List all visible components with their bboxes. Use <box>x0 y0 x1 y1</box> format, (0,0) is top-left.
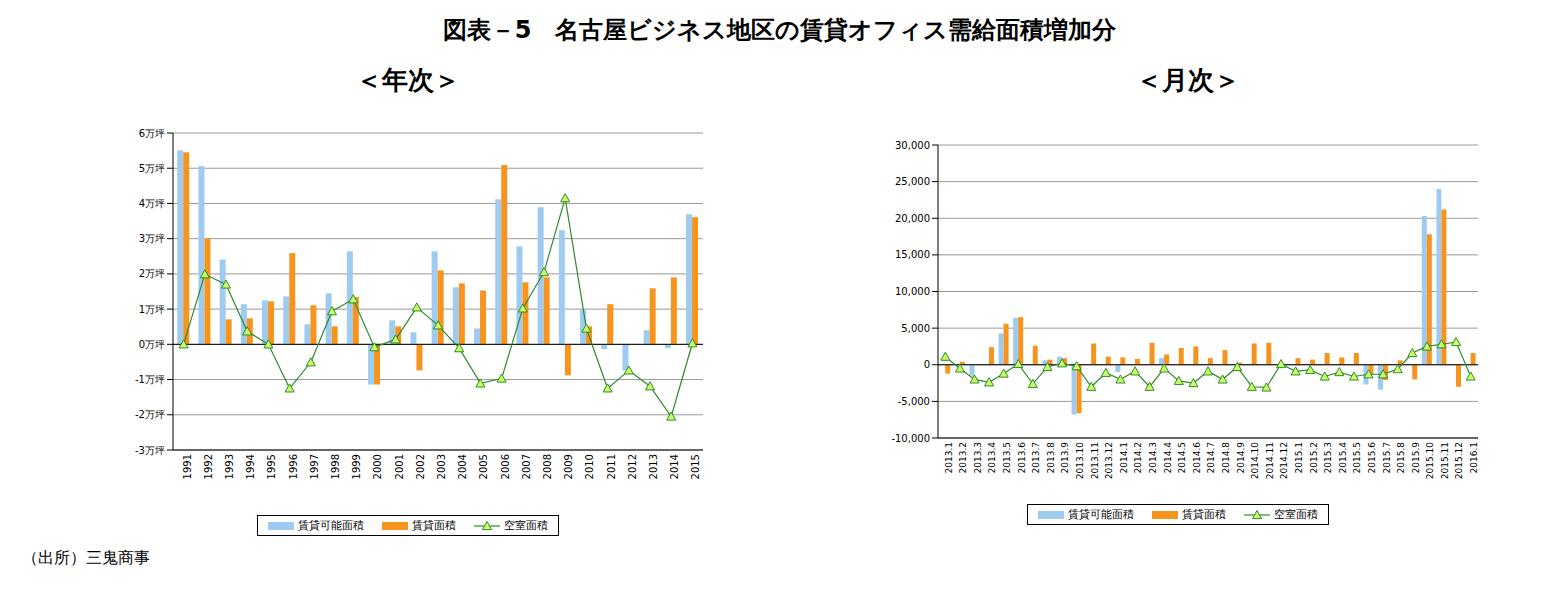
html-text:賃貸面積: 賃貸面積 <box>412 519 456 532</box>
svg-text:2014.12: 2014.12 <box>1279 442 1289 479</box>
svg-text:2014.11: 2014.11 <box>1265 442 1275 479</box>
svg-text:2009: 2009 <box>563 454 574 479</box>
svg-text:-5,000: -5,000 <box>898 396 930 407</box>
svg-text:30,000: 30,000 <box>895 140 930 151</box>
svg-text:2004: 2004 <box>457 454 468 479</box>
svg-text:2013.8: 2013.8 <box>1046 442 1056 474</box>
svg-text:25,000: 25,000 <box>895 176 930 187</box>
svg-text:2015.4: 2015.4 <box>1338 442 1348 474</box>
svg-text:2013.3: 2013.3 <box>973 442 983 474</box>
html-text:＜月次＞: ＜月次＞ <box>1136 65 1240 95</box>
svg-text:2000: 2000 <box>373 454 384 479</box>
svg-text:2016.1: 2016.1 <box>1469 442 1479 474</box>
svg-text:2013.2: 2013.2 <box>958 442 968 474</box>
svg-text:2013.5: 2013.5 <box>1002 442 1012 474</box>
svg-text:20,000: 20,000 <box>895 213 930 224</box>
svg-text:-1万坪: -1万坪 <box>135 374 165 385</box>
svg-text:6万坪: 6万坪 <box>139 128 165 139</box>
html-text:空室面積: 空室面積 <box>504 519 548 532</box>
svg-text:1994: 1994 <box>245 454 256 479</box>
svg-text:2014.3: 2014.3 <box>1148 442 1158 474</box>
svg-text:2005: 2005 <box>479 454 490 479</box>
html-text:＜年次＞: ＜年次＞ <box>356 65 460 95</box>
svg-text:15,000: 15,000 <box>895 249 930 260</box>
svg-text:1997: 1997 <box>309 454 320 479</box>
svg-text:5,000: 5,000 <box>901 323 930 334</box>
svg-text:2014.10: 2014.10 <box>1250 442 1260 479</box>
svg-text:2007: 2007 <box>521 454 532 479</box>
html-text:賃貸可能面積: 賃貸可能面積 <box>298 519 364 532</box>
svg-text:2015.2: 2015.2 <box>1309 442 1319 474</box>
svg-text:1万坪: 1万坪 <box>139 304 165 315</box>
svg-text:2014.5: 2014.5 <box>1177 442 1187 474</box>
html-text:賃貸面積: 賃貸面積 <box>1182 508 1226 521</box>
svg-text:2010: 2010 <box>585 454 596 479</box>
svg-text:2006: 2006 <box>500 454 511 479</box>
svg-text:2013.1: 2013.1 <box>944 442 954 474</box>
svg-text:2015.10: 2015.10 <box>1425 442 1435 479</box>
svg-text:2002: 2002 <box>415 454 426 479</box>
svg-text:1998: 1998 <box>330 454 341 479</box>
svg-text:2015.7: 2015.7 <box>1382 442 1392 474</box>
svg-text:0万坪: 0万坪 <box>139 339 165 350</box>
svg-text:1995: 1995 <box>267 454 278 479</box>
svg-text:2014.1: 2014.1 <box>1119 442 1129 474</box>
svg-text:4万坪: 4万坪 <box>139 198 165 209</box>
svg-text:2012: 2012 <box>627 454 638 479</box>
svg-text:2015.9: 2015.9 <box>1411 442 1421 474</box>
svg-text:2014.8: 2014.8 <box>1221 442 1231 474</box>
svg-text:-3万坪: -3万坪 <box>135 445 165 456</box>
svg-text:0: 0 <box>924 359 930 370</box>
svg-text:2008: 2008 <box>542 454 553 479</box>
svg-text:2015.5: 2015.5 <box>1352 442 1362 474</box>
svg-text:-10,000: -10,000 <box>891 433 930 444</box>
svg-text:2003: 2003 <box>436 454 447 479</box>
svg-text:2001: 2001 <box>394 454 405 479</box>
svg-text:2万坪: 2万坪 <box>139 268 165 279</box>
svg-text:10,000: 10,000 <box>895 286 930 297</box>
svg-text:2011: 2011 <box>606 454 617 479</box>
svg-text:2013.7: 2013.7 <box>1031 442 1041 474</box>
svg-text:2013.12: 2013.12 <box>1104 442 1114 479</box>
svg-text:2014.6: 2014.6 <box>1192 442 1202 474</box>
svg-text:2015.1: 2015.1 <box>1294 442 1304 474</box>
svg-text:2013.11: 2013.11 <box>1090 442 1100 479</box>
svg-text:5万坪: 5万坪 <box>139 163 165 174</box>
svg-text:3万坪: 3万坪 <box>139 233 165 244</box>
svg-text:2015: 2015 <box>691 454 702 479</box>
svg-text:1996: 1996 <box>288 454 299 479</box>
svg-text:2015.11: 2015.11 <box>1440 442 1450 479</box>
svg-text:2014.7: 2014.7 <box>1206 442 1216 474</box>
svg-text:1993: 1993 <box>224 454 235 479</box>
svg-text:2014.2: 2014.2 <box>1133 442 1143 474</box>
html-text:空室面積: 空室面積 <box>1274 508 1318 521</box>
svg-text:1991: 1991 <box>182 454 193 479</box>
svg-text:2015.6: 2015.6 <box>1367 442 1377 474</box>
svg-text:2014.4: 2014.4 <box>1163 442 1173 474</box>
svg-text:2015.3: 2015.3 <box>1323 442 1333 474</box>
svg-text:-2万坪: -2万坪 <box>135 409 165 420</box>
svg-text:2015.8: 2015.8 <box>1396 442 1406 474</box>
svg-text:2015.12: 2015.12 <box>1454 442 1464 479</box>
svg-text:2014.9: 2014.9 <box>1236 442 1246 474</box>
svg-text:2013.10: 2013.10 <box>1075 442 1085 479</box>
svg-text:1992: 1992 <box>203 454 214 479</box>
html-text:賃貸可能面積: 賃貸可能面積 <box>1068 508 1134 521</box>
svg-text:2013.6: 2013.6 <box>1017 442 1027 474</box>
svg-text:1999: 1999 <box>351 454 362 479</box>
svg-text:2013: 2013 <box>648 454 659 479</box>
html-text:図表－5 名古屋ビジネス地区の賃貸オフィス需給面積増加分: 図表－5 名古屋ビジネス地区の賃貸オフィス需給面積増加分 <box>442 16 1117 44</box>
svg-text:2014: 2014 <box>669 454 680 479</box>
svg-text:2013.9: 2013.9 <box>1060 442 1070 474</box>
svg-text:2013.4: 2013.4 <box>987 442 997 474</box>
html-text:（出所）三鬼商事: （出所）三鬼商事 <box>22 548 150 567</box>
